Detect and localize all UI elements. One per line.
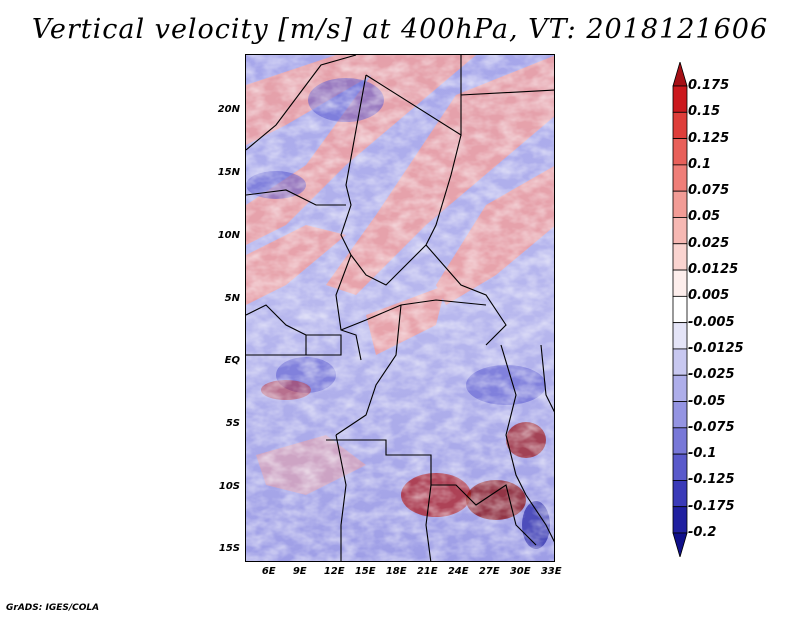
lat-tick-label: 5N	[224, 292, 240, 304]
velocity-field	[246, 55, 554, 561]
colorbar-bottom-arrow	[672, 532, 688, 557]
colorbar-tick-label: 0.0125	[688, 262, 739, 278]
lat-tick-label: 15N	[217, 167, 240, 179]
colorbar-segment	[672, 480, 688, 508]
colorbar-tick-label: -0.0125	[688, 340, 744, 356]
lat-tick-label: 10N	[217, 229, 240, 241]
colorbar-tick-label: -0.025	[688, 367, 735, 383]
colorbar-tick-label: -0.05	[688, 393, 726, 409]
colorbar-segment	[672, 243, 688, 271]
colorbar-tick-label: 0.075	[688, 183, 730, 199]
colorbar-segment	[672, 269, 688, 297]
colorbar-segment	[672, 348, 688, 376]
colorbar-tick-label: -0.125	[688, 472, 735, 488]
country-borders	[246, 55, 554, 561]
colorbar	[672, 62, 688, 557]
lon-tick-label: 27E	[478, 566, 500, 577]
colorbar-tick-label: 0.005	[688, 288, 730, 304]
colorbar-tick-label: 0.025	[688, 235, 730, 251]
colorbar-tick-label: -0.075	[688, 419, 735, 435]
lon-tick-label: 24E	[447, 566, 469, 577]
colorbar-segment	[672, 190, 688, 218]
lon-tick-label: 30E	[509, 566, 531, 577]
lat-tick-label: 20N	[217, 104, 240, 116]
colorbar-segment	[672, 138, 688, 166]
lon-tick-label: 6E	[261, 566, 276, 577]
colorbar-tick-label: -0.2	[688, 525, 717, 540]
colorbar-tick-label: -0.175	[688, 498, 735, 514]
lat-tick-label: EQ	[224, 355, 240, 367]
lon-tick-label: 9E	[292, 566, 307, 577]
colorbar-tick-label: 0.175	[688, 78, 730, 93]
colorbar-segment	[672, 217, 688, 245]
colorbar-segment	[672, 111, 688, 139]
lon-tick-label: 15E	[354, 566, 376, 577]
lat-tick-label: 15S	[218, 543, 240, 555]
lat-tick-label: 5S	[225, 418, 240, 430]
footer-credit: GrADS: IGES/COLA	[6, 603, 100, 613]
lon-tick-label: 33E	[540, 566, 562, 577]
colorbar-segment	[672, 453, 688, 481]
lon-tick-label: 21E	[416, 566, 438, 577]
lon-tick-label: 12E	[323, 566, 345, 577]
colorbar-tick-label: 0.1	[688, 156, 712, 172]
map-panel	[245, 54, 555, 562]
colorbar-tick-label: 0.05	[688, 209, 721, 225]
colorbar-segment	[672, 85, 688, 113]
colorbar-top-arrow	[672, 62, 688, 87]
colorbar-segment	[672, 322, 688, 350]
lon-tick-label: 18E	[385, 566, 407, 577]
colorbar-tick-label: -0.005	[688, 314, 735, 330]
colorbar-tick-label: 0.125	[688, 130, 730, 146]
colorbar-segment	[672, 401, 688, 429]
colorbar-tick-label: -0.1	[688, 446, 717, 462]
chart-title: Vertical velocity [m/s] at 400hPa, VT: 2…	[31, 14, 769, 45]
lat-tick-label: 10S	[218, 480, 240, 492]
colorbar-segment	[672, 295, 688, 324]
colorbar-segment	[672, 374, 688, 402]
colorbar-segment	[672, 427, 688, 455]
colorbar-segment	[672, 164, 688, 192]
colorbar-tick-label: 0.15	[688, 104, 721, 120]
colorbar-segment	[672, 506, 688, 534]
